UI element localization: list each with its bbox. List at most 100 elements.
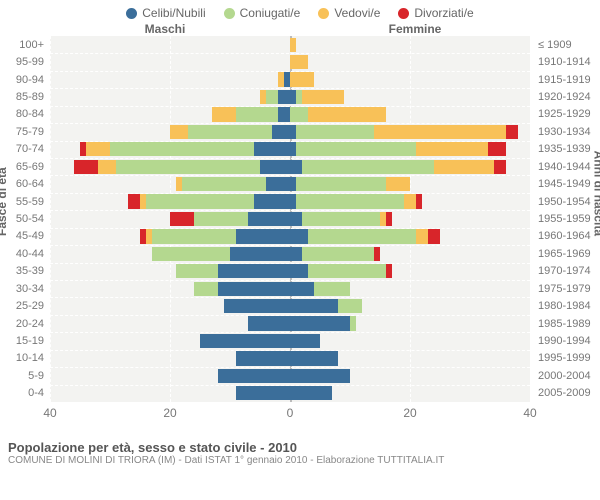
bar-segment <box>302 90 344 104</box>
age-label: 0-4 <box>0 387 48 399</box>
bar-segment <box>290 299 338 313</box>
birth-year-label: 2005-2009 <box>534 387 600 399</box>
birth-year-label: 1965-1969 <box>534 248 600 260</box>
birth-year-label: 1945-1949 <box>534 178 600 190</box>
birth-year-label: 1990-1994 <box>534 335 600 347</box>
bar-segment <box>218 369 290 383</box>
pyramid-row <box>50 177 530 191</box>
bar-segment <box>290 334 320 348</box>
bar-segment <box>146 194 254 208</box>
bar-segment <box>290 369 350 383</box>
birth-year-label: 1930-1934 <box>534 126 600 138</box>
pyramid-row <box>50 125 530 139</box>
pyramid-row <box>50 351 530 365</box>
x-tick-label: 40 <box>523 406 536 420</box>
bar-segment <box>170 212 194 226</box>
birth-year-label: 1985-1989 <box>534 318 600 330</box>
bar-segment <box>110 142 254 156</box>
age-label: 45-49 <box>0 230 48 242</box>
age-label: 50-54 <box>0 213 48 225</box>
bar-segment <box>272 125 290 139</box>
birth-year-label: 2000-2004 <box>534 370 600 382</box>
pyramid-row <box>50 142 530 156</box>
bar-segment <box>386 264 392 278</box>
legend-label: Celibi/Nubili <box>142 6 205 20</box>
pyramid-row <box>50 316 530 330</box>
bar-segment <box>308 229 416 243</box>
bar-segment <box>290 160 302 174</box>
bar-segment <box>374 247 380 261</box>
bar-segment <box>74 160 98 174</box>
age-label: 75-79 <box>0 126 48 138</box>
birth-year-label: 1920-1924 <box>534 91 600 103</box>
bar-segment <box>236 351 290 365</box>
pyramid-row <box>50 194 530 208</box>
legend-item: Celibi/Nubili <box>126 6 205 20</box>
bar-segment <box>236 107 278 121</box>
legend-swatch <box>398 8 409 19</box>
pyramid-row <box>50 160 530 174</box>
bar-segment <box>506 125 518 139</box>
bar-segment <box>266 177 290 191</box>
bar-segment <box>416 229 428 243</box>
bar-segment <box>290 229 308 243</box>
pyramid-row <box>50 334 530 348</box>
bar-segment <box>254 194 290 208</box>
bar-segment <box>176 264 218 278</box>
bar-segment <box>302 247 374 261</box>
bar-segment <box>116 160 260 174</box>
bar-segment <box>212 107 236 121</box>
age-label: 100+ <box>0 39 48 51</box>
legend-label: Coniugati/e <box>240 6 301 20</box>
legend-label: Divorziati/e <box>414 6 473 20</box>
legend-swatch <box>318 8 329 19</box>
pyramid-row <box>50 247 530 261</box>
chart-subtitle: COMUNE DI MOLINI DI TRIORA (IM) - Dati I… <box>8 455 592 466</box>
gender-headers: Maschi Femmine <box>0 22 600 36</box>
age-label: 10-14 <box>0 352 48 364</box>
bar-segment <box>290 316 350 330</box>
age-label: 5-9 <box>0 370 48 382</box>
chart-title: Popolazione per età, sesso e stato civil… <box>8 440 592 455</box>
bar-segment <box>290 351 338 365</box>
bar-segment <box>290 264 308 278</box>
birth-year-label: 1960-1964 <box>534 230 600 242</box>
bar-segment <box>290 386 332 400</box>
bar-segment <box>290 247 302 261</box>
bar-segment <box>290 55 308 69</box>
bar-segment <box>302 160 434 174</box>
bar-segment <box>386 212 392 226</box>
birth-year-label: 1955-1959 <box>534 213 600 225</box>
age-label: 40-44 <box>0 248 48 260</box>
birth-year-label: 1995-1999 <box>534 352 600 364</box>
bar-segment <box>254 142 290 156</box>
bar-segment <box>260 160 290 174</box>
bar-segment <box>200 334 290 348</box>
bar-segment <box>188 125 272 139</box>
pyramid-row <box>50 229 530 243</box>
legend-label: Vedovi/e <box>334 6 380 20</box>
pyramid-row <box>50 72 530 86</box>
age-label: 95-99 <box>0 56 48 68</box>
bar-segment <box>338 299 362 313</box>
legend-item: Vedovi/e <box>318 6 380 20</box>
bar-segment <box>236 386 290 400</box>
age-label: 30-34 <box>0 283 48 295</box>
pyramid-row <box>50 107 530 121</box>
age-label: 20-24 <box>0 318 48 330</box>
x-tick-label: 40 <box>43 406 56 420</box>
age-label: 70-74 <box>0 143 48 155</box>
age-label: 85-89 <box>0 91 48 103</box>
bar-segment <box>296 125 374 139</box>
birth-year-label: 1935-1939 <box>534 143 600 155</box>
bar-segment <box>434 160 494 174</box>
bar-segment <box>278 107 290 121</box>
age-label: 35-39 <box>0 265 48 277</box>
bar-segment <box>416 194 422 208</box>
birth-year-label: 1925-1929 <box>534 108 600 120</box>
bar-segment <box>296 177 386 191</box>
bar-segment <box>230 247 290 261</box>
age-label: 80-84 <box>0 108 48 120</box>
pyramid-row <box>50 212 530 226</box>
bar-segment <box>494 160 506 174</box>
